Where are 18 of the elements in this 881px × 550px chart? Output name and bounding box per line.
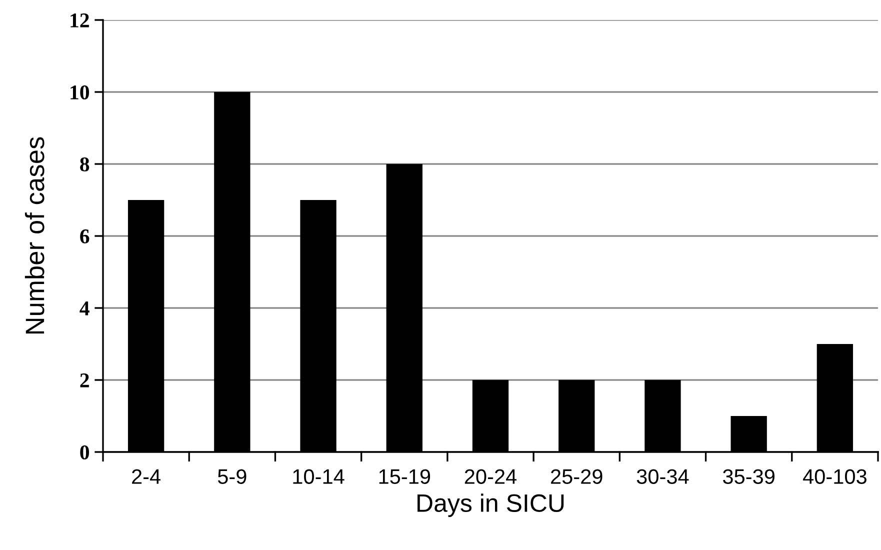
y-tick-label: 12 [70, 13, 89, 28]
x-tick-label: 2-4 [132, 469, 161, 484]
y-tick-label: 4 [80, 302, 90, 316]
y-tick-label: 0 [80, 445, 90, 460]
x-tick-label: 25-29 [551, 469, 602, 484]
y-tick-label: 6 [80, 229, 90, 244]
x-axis-title: Days in SICU [418, 494, 564, 517]
x-tick-label: 30-34 [636, 469, 689, 484]
y-tick-label: 10 [70, 85, 90, 100]
y-axis-title: Number of cases [24, 137, 44, 334]
x-tick-label: 10-14 [293, 469, 344, 484]
y-tick-label: 8 [80, 157, 90, 172]
x-tick-label: 35-39 [722, 469, 774, 484]
x-tick-label: 5-9 [218, 469, 246, 484]
x-tick-label: 20-24 [464, 469, 517, 484]
x-tick-label: 15-19 [379, 469, 430, 484]
x-tick-label: 40-103 [802, 469, 866, 484]
y-tick-label: 2 [80, 373, 89, 388]
